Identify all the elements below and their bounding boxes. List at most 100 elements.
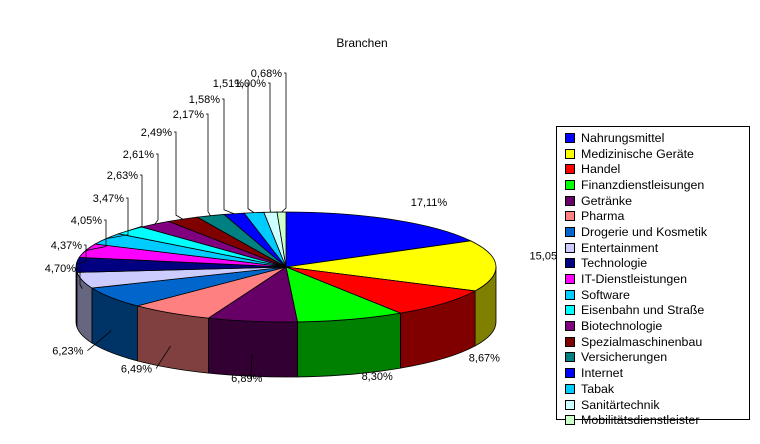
legend-swatch	[565, 132, 575, 143]
pie-slice-handel	[285, 266, 477, 314]
leader-line-biotechnologie	[154, 153, 159, 225]
legend-label: Technologie	[581, 256, 648, 271]
data-label-eisenbahn-und-strasse: 2,63%	[107, 170, 138, 182]
legend-item-spezialmaschinenbau: Spezialmaschinenbau	[565, 334, 749, 350]
pie-labels: 17,11%15,05%8,67%8,30%6,89%6,49%6,23%4,7…	[45, 68, 567, 385]
legend-item-pharma: Pharma	[565, 208, 749, 224]
legend-swatch	[565, 179, 575, 190]
pie-top	[75, 211, 497, 323]
legend-swatch	[565, 399, 575, 410]
legend-item-finanzdienstleisungen: Finanzdienstleisungen	[565, 177, 749, 193]
legend-swatch	[565, 274, 575, 285]
legend-swatch	[565, 226, 575, 237]
leader-line-technologie	[76, 244, 87, 266]
legend-label: Versicherungen	[581, 350, 668, 365]
legend-item-medizinische-geraete: Medizinische Geräte	[565, 146, 749, 162]
data-label-software: 3,47%	[93, 193, 124, 205]
chart-title: Branchen	[336, 36, 388, 50]
data-label-technologie: 4,37%	[51, 240, 82, 252]
legend-swatch	[565, 242, 575, 253]
legend-label: Mobilitätsdienstleister	[581, 413, 700, 428]
data-label-sanitaertechnik: 1,00%	[235, 78, 266, 90]
legend-label: Drogerie und Kosmetik	[581, 224, 708, 239]
legend-swatch	[565, 148, 575, 159]
data-label-mobilitaetsdienstleister: 0,68%	[251, 68, 282, 80]
legend-label: Getränke	[581, 193, 632, 208]
leader-line-pharma	[155, 345, 171, 369]
legend-swatch	[565, 321, 575, 332]
leader-line-entertainment	[78, 267, 83, 289]
data-label-handel: 8,67%	[469, 352, 500, 364]
legend-swatch	[565, 352, 575, 363]
legend-item-handel: Handel	[565, 161, 749, 177]
data-label-nahrungsmittel: 17,11%	[411, 197, 448, 209]
legend-swatch	[565, 258, 575, 269]
pie-slice-medizinische-geraete	[285, 240, 497, 292]
data-label-internet: 1,58%	[189, 94, 220, 106]
legend-label: Eisenbahn und Straße	[581, 303, 705, 318]
leader-line-it-dienstleistungen	[85, 219, 107, 251]
data-label-tabak: 1,51%	[213, 78, 244, 90]
legend-swatch	[565, 289, 575, 300]
legend-item-versicherungen: Versicherungen	[565, 350, 749, 366]
legend-label: Nahrungsmittel	[581, 130, 665, 145]
legend-label: Software	[581, 287, 630, 302]
pie-side-getraenke	[208, 317, 298, 378]
data-label-getraenke: 6,89%	[231, 373, 262, 385]
leader-line-drogerie-und-kosmetik	[87, 330, 112, 352]
legend-swatch	[565, 368, 575, 379]
leader-line-mobilitaetsdienstleister	[281, 72, 287, 213]
leader-line-getraenke	[250, 354, 253, 379]
legend-swatch	[565, 164, 575, 175]
data-label-versicherungen: 2,17%	[173, 109, 204, 121]
data-label-biotechnologie: 2,61%	[123, 149, 154, 161]
legend-item-technologie: Technologie	[565, 256, 749, 272]
legend-item-sanitaertechnik: Sanitärtechnik	[565, 397, 749, 413]
legend-item-nahrungsmittel: Nahrungsmittel	[565, 130, 749, 146]
legend-label: Entertainment	[581, 240, 659, 255]
legend-swatch	[565, 415, 575, 426]
legend-item-entertainment: Entertainment	[565, 240, 749, 256]
legend-item-it-dienstleistungen: IT-Dienstleistungen	[565, 271, 749, 287]
legend-label: Medizinische Geräte	[581, 146, 694, 161]
data-label-finanzdienstleisungen: 8,30%	[362, 371, 393, 383]
leader-line-eisenbahn-und-strasse	[129, 174, 143, 231]
legend: Nahrungsmittel Medizinische Geräte Handel F…	[556, 126, 750, 427]
legend-item-internet: Internet	[565, 365, 749, 381]
legend-label: Sanitärtechnik	[581, 397, 660, 412]
leader-line-tabak	[246, 82, 255, 213]
leader-line-software	[105, 197, 129, 240]
legend-label: Internet	[581, 366, 624, 381]
data-label-entertainment: 4,70%	[45, 263, 76, 275]
legend-label: Pharma	[581, 209, 625, 224]
legend-swatch	[565, 305, 575, 316]
pie-slice-finanzdienstleisungen	[285, 266, 402, 323]
legend-swatch	[565, 195, 575, 206]
legend-item-drogerie-und-kosmetik: Drogerie und Kosmetik	[565, 224, 749, 240]
leader-line-versicherungen	[206, 113, 211, 216]
pie-side-finanzdienstleisungen	[297, 312, 401, 378]
legend-item-software: Software	[565, 287, 749, 303]
legend-item-biotechnologie: Biotechnologie	[565, 318, 749, 334]
leader-line-internet	[222, 98, 235, 215]
data-label-it-dienstleistungen: 4,05%	[71, 215, 102, 227]
data-label-drogerie-und-kosmetik: 6,23%	[52, 346, 83, 358]
legend-swatch	[565, 211, 575, 222]
legend-item-eisenbahn-und-strasse: Eisenbahn und Straße	[565, 303, 749, 319]
leader-line-sanitaertechnik	[268, 82, 271, 213]
legend-item-tabak: Tabak	[565, 381, 749, 397]
legend-swatch	[565, 383, 575, 394]
legend-label: Spezialmaschinenbau	[581, 334, 703, 349]
data-label-pharma: 6,49%	[121, 364, 152, 376]
legend-label: IT-Dienstleistungen	[581, 272, 688, 287]
legend-item-getraenke: Getränke	[565, 193, 749, 209]
legend-item-mobilitaetsdienstleister: Mobilitätsdienstleister	[565, 412, 749, 428]
legend-label: Tabak	[581, 381, 615, 396]
pie-slice-nahrungsmittel	[285, 211, 473, 268]
legend-swatch	[565, 336, 575, 347]
pie-slice-mobilitaetsdienstleister	[276, 211, 287, 268]
legend-label: Finanzdienstleisungen	[581, 177, 705, 192]
pie-sides	[75, 266, 497, 378]
